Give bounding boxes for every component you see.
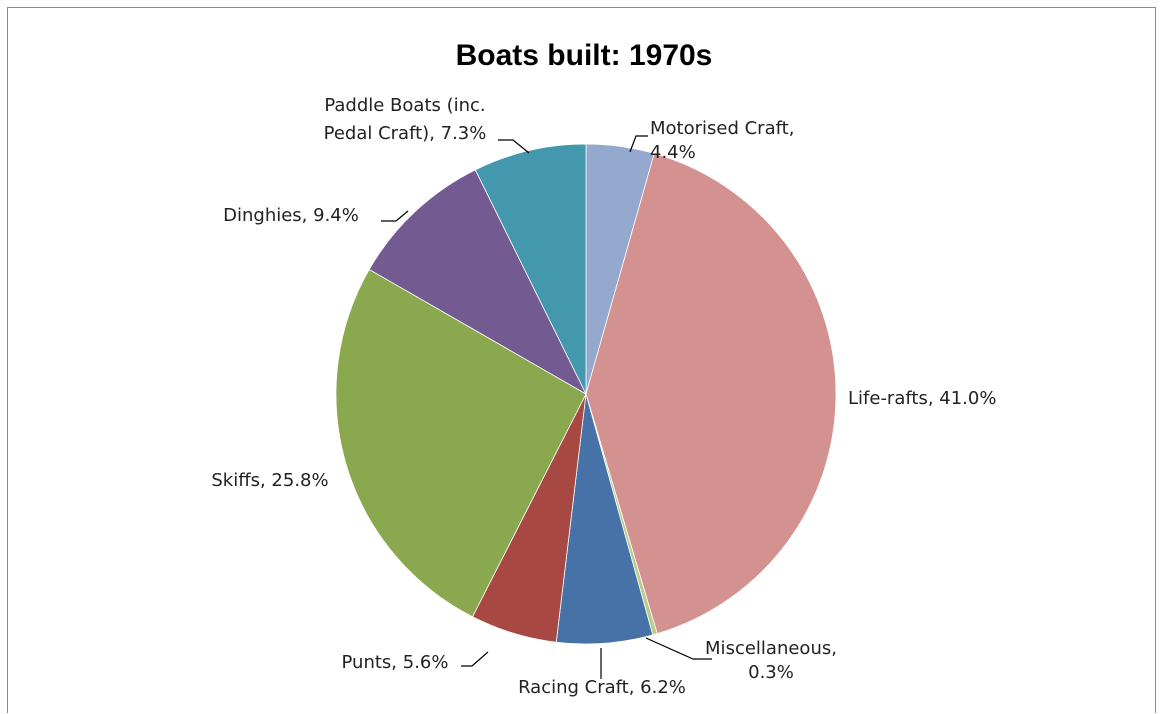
data-label-line: 0.3%: [748, 662, 794, 683]
data-labels: Motorised Craft, 4.4% Life-rafts, 41.0% Mis…: [211, 95, 996, 698]
chart-title: Boats built: 1970s: [456, 39, 713, 72]
data-label-line: 4.4%: [650, 142, 696, 163]
data-label-line: Paddle Boats (inc.: [324, 95, 485, 116]
slice-skiffs: [335, 268, 587, 618]
leader-line-miscellaneous: [645, 637, 712, 660]
slice-life-rafts: [585, 152, 837, 635]
data-label-line: Skiffs, 25.8%: [211, 470, 328, 491]
leader-line-dinghies: [381, 210, 409, 222]
data-label-life-rafts: Life-rafts, 41.0%: [848, 388, 996, 409]
pie-slices: [335, 143, 837, 645]
leader-line-motorised-craft: [629, 135, 648, 153]
slice-paddle-boats-inc-pedal-craft: [474, 143, 587, 395]
chart-area: Boats built: 1970s Motorised Craft, 4.4% L…: [7, 7, 1156, 713]
data-label-line: Miscellaneous,: [705, 638, 837, 659]
data-label-dinghies: Dinghies, 9.4%: [223, 205, 359, 226]
slice-dinghies: [368, 169, 587, 396]
data-label-motorised-craft: Motorised Craft, 4.4%: [650, 118, 794, 163]
data-label-racing-craft: Racing Craft, 6.2%: [518, 677, 686, 698]
data-label-paddle-boats-inc-pedal-craft: Paddle Boats (inc. Pedal Craft), 7.3%: [324, 95, 487, 144]
leader-line-paddle-boats-inc-pedal-craft: [498, 139, 530, 154]
leader-line-punts: [461, 651, 489, 667]
data-label-punts: Punts, 5.6%: [342, 652, 449, 673]
data-label-line: Motorised Craft,: [650, 118, 794, 139]
data-label-skiffs: Skiffs, 25.8%: [211, 470, 328, 491]
data-label-line: Life-rafts, 41.0%: [848, 388, 996, 409]
pie-chart: Boats built: 1970s Motorised Craft, 4.4% L…: [211, 39, 996, 698]
data-label-miscellaneous: Miscellaneous, 0.3%: [705, 638, 837, 683]
leader-lines: [381, 135, 712, 679]
data-label-line: Punts, 5.6%: [342, 652, 449, 673]
data-label-line: Pedal Craft), 7.3%: [324, 123, 487, 144]
data-label-line: Racing Craft, 6.2%: [518, 677, 686, 698]
data-label-line: Dinghies, 9.4%: [223, 205, 359, 226]
